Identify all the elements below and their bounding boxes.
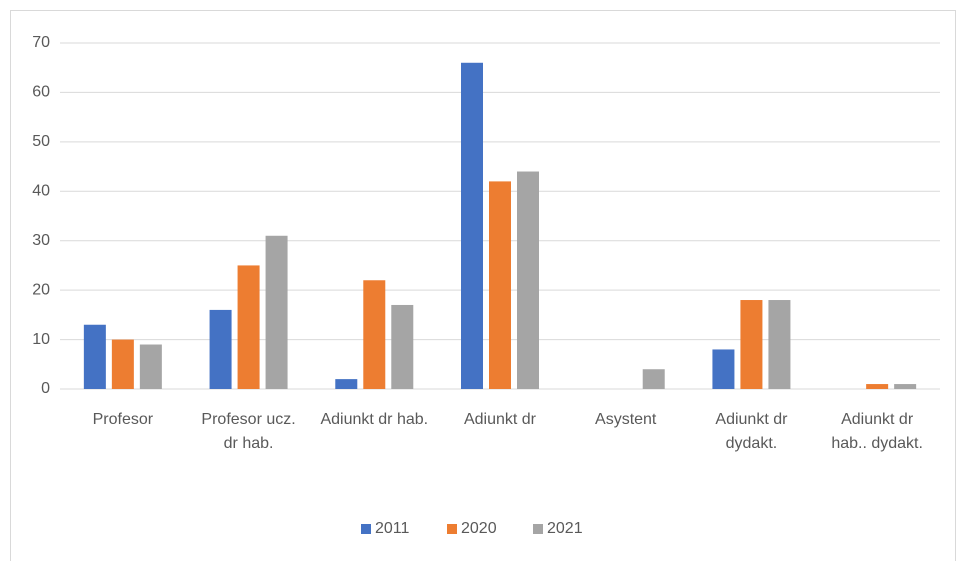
y-tick-label: 10 [32, 331, 50, 348]
x-tick-label: Adiunkt dr hab.. dydakt. [831, 411, 923, 452]
bar [335, 379, 358, 389]
bar [237, 265, 260, 389]
y-tick-label: 40 [32, 183, 50, 200]
bar [363, 280, 386, 389]
legend-swatch [361, 524, 371, 534]
bar [712, 349, 735, 389]
legend-swatch [533, 524, 543, 534]
legend-label: 2020 [461, 520, 497, 537]
bar [139, 344, 162, 389]
bar [461, 62, 483, 390]
legend-label: 2021 [547, 520, 583, 537]
bar [111, 339, 134, 389]
x-tick-label: Asystent [595, 411, 657, 428]
bar [391, 304, 414, 389]
bar [866, 384, 889, 389]
x-tick-label: Profesor ucz. dr hab. [201, 411, 296, 452]
x-tick-label: Profesor [92, 411, 154, 428]
bar [489, 181, 511, 389]
bar [83, 324, 106, 389]
bar [768, 300, 791, 389]
bar [517, 171, 539, 389]
bar [642, 369, 665, 389]
y-tick-label: 0 [41, 380, 50, 397]
y-tick-label: 70 [32, 34, 50, 51]
x-tick-label: Adiunkt dr hab. [320, 411, 429, 428]
y-tick-label: 50 [32, 133, 50, 150]
bar [894, 384, 917, 389]
x-tick-label: Adiunkt dr [463, 411, 537, 428]
bar [265, 235, 288, 389]
y-tick-label: 60 [32, 84, 50, 101]
legend-swatch [447, 524, 457, 534]
x-tick-label: Adiunkt dr dydakt. [715, 411, 788, 452]
legend-label: 2011 [375, 520, 410, 537]
bar [740, 300, 763, 389]
bar [209, 309, 232, 389]
y-tick-label: 20 [32, 281, 50, 298]
y-tick-label: 30 [32, 232, 50, 249]
